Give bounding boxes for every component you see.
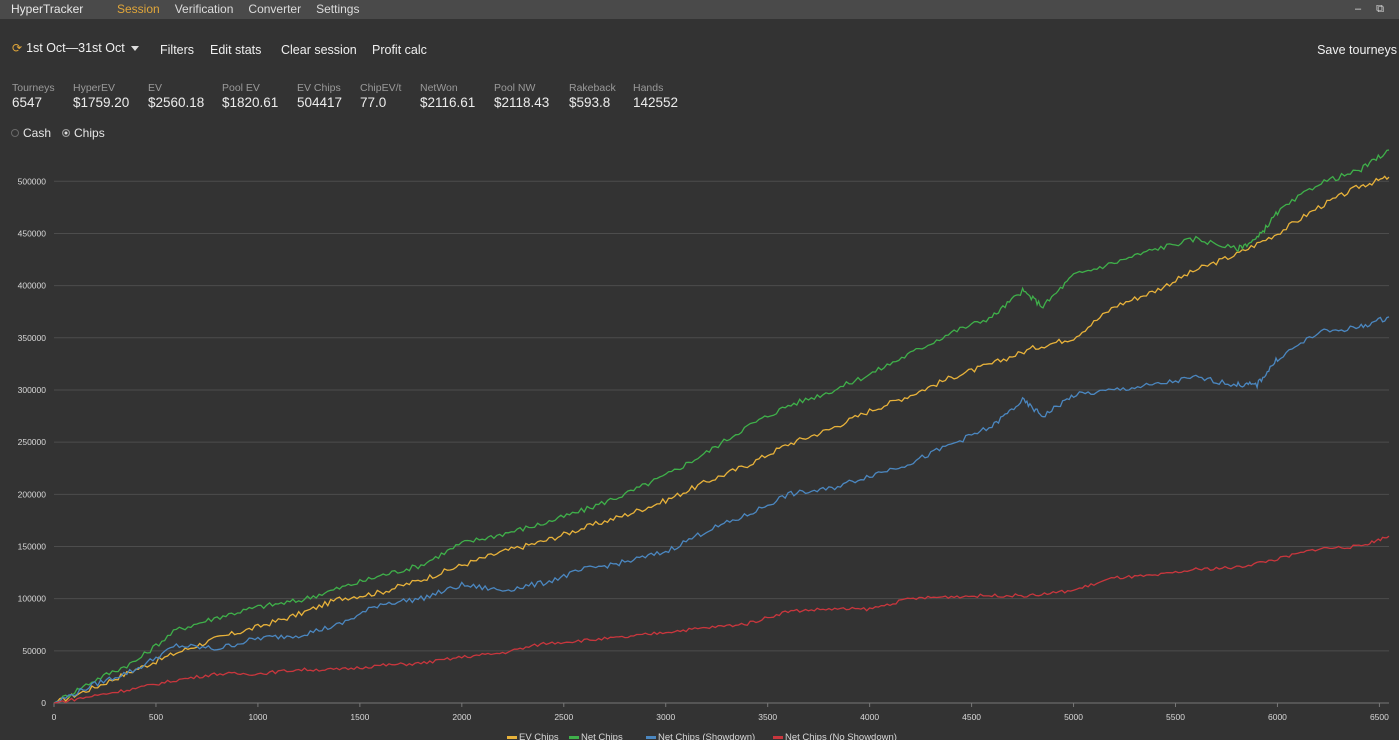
stat-value: $1820.61 [222, 95, 279, 110]
x-tick-label: 3000 [656, 712, 675, 722]
menu-converter[interactable]: Converter [248, 2, 302, 16]
stat-pool-ev: Pool EV $1820.61 [222, 82, 278, 110]
stat-label: HyperEV [73, 82, 116, 94]
legend-label: Net Chips (No Showdown) [785, 732, 897, 740]
y-tick-label: 300000 [18, 385, 47, 395]
x-tick-label: 500 [149, 712, 163, 722]
refresh-icon[interactable]: ⟳ [12, 41, 23, 55]
toolbar: ⟳ 1st Oct—31st Oct Filters Edit stats Cl… [0, 40, 1399, 62]
edit-stats-button[interactable]: Edit stats [210, 43, 262, 57]
legend-swatch [646, 736, 656, 739]
clear-session-button[interactable]: Clear session [281, 43, 357, 57]
x-tick-label: 4500 [962, 712, 981, 722]
main-menu: Session Verification Converter Settings [117, 0, 374, 18]
y-tick-label: 400000 [18, 281, 47, 291]
stat-tourneys: Tourneys 6547 [12, 82, 55, 110]
x-tick-label: 5500 [1166, 712, 1185, 722]
y-tick-label: 150000 [18, 541, 47, 551]
stat-rakeback: Rakeback $593.8 [569, 82, 616, 110]
chevron-down-icon[interactable] [130, 45, 139, 51]
y-tick-label: 0 [41, 698, 46, 708]
x-tick-label: 1500 [350, 712, 369, 722]
stat-label: NetWon [420, 82, 458, 94]
radio-cash[interactable]: Cash [11, 126, 51, 140]
y-tick-label: 500000 [18, 176, 47, 186]
stat-label: EV Chips [297, 82, 341, 94]
stat-ev: EV $2560.18 [148, 82, 204, 110]
profit-calc-button[interactable]: Profit calc [372, 43, 427, 57]
menu-settings[interactable]: Settings [316, 2, 360, 16]
stat-label: ChipEV/t [360, 82, 402, 94]
stat-hyperev: HyperEV $1759.20 [73, 82, 129, 110]
date-range-dropdown[interactable]: ⟳ 1st Oct—31st Oct [12, 41, 139, 55]
filters-button[interactable]: Filters [160, 43, 195, 57]
stat-value: $593.8 [569, 95, 611, 110]
legend-swatch [773, 736, 783, 739]
window-controls: – ⧉ [1347, 0, 1391, 18]
stat-label: Hands [633, 82, 664, 94]
date-range-label: 1st Oct—31st Oct [26, 41, 125, 55]
stat-label: Pool NW [494, 82, 536, 94]
stat-chipev-per-t: ChipEV/t 77.0 [360, 82, 401, 110]
stat-value: 504417 [297, 95, 343, 110]
x-tick-label: 6000 [1268, 712, 1287, 722]
x-tick-label: 6500 [1370, 712, 1389, 722]
stat-label: EV [148, 82, 163, 94]
x-tick-label: 1000 [248, 712, 267, 722]
x-tick-label: 0 [52, 712, 57, 722]
stat-hands: Hands 142552 [633, 82, 678, 110]
y-tick-label: 200000 [18, 489, 47, 499]
radio-button-icon[interactable] [11, 129, 19, 137]
y-tick-label: 350000 [18, 333, 47, 343]
legend-label: EV Chips [519, 732, 559, 740]
x-tick-label: 2500 [554, 712, 573, 722]
legend-swatch [507, 736, 517, 739]
stat-label: Rakeback [569, 82, 616, 94]
x-tick-label: 3500 [758, 712, 777, 722]
legend-swatch [569, 736, 579, 739]
legend-label: Net Chips [581, 732, 623, 740]
radio-label: Cash [23, 126, 52, 140]
app-title: HyperTracker [11, 2, 84, 16]
stat-value: $2560.18 [148, 95, 205, 110]
stat-pool-nw: Pool NW $2118.43 [494, 82, 549, 110]
legend-label: Net Chips (Showdown) [658, 732, 755, 740]
y-tick-label: 50000 [22, 646, 46, 656]
y-tick-label: 250000 [18, 437, 47, 447]
display-mode: Cash Chips [11, 126, 116, 140]
radio-button-icon[interactable] [62, 129, 71, 137]
stat-value: $2116.61 [420, 95, 476, 110]
chips-chart: 0500001000001500002000002500003000003500… [18, 149, 1390, 740]
series-line-net-chips-showdown [53, 316, 1390, 704]
y-tick-label: 450000 [18, 228, 47, 238]
title-bar: HyperTracker Session Verification Conver… [0, 0, 1399, 19]
minimize-icon[interactable]: – [1354, 3, 1362, 15]
stat-label: Tourneys [12, 82, 55, 94]
stat-value: 6547 [12, 95, 43, 110]
menu-verification[interactable]: Verification [174, 2, 234, 16]
menu-session[interactable]: Session [117, 2, 160, 16]
radio-chips[interactable]: Chips [62, 126, 105, 140]
save-tourneys-button[interactable]: Save tourneys [1317, 43, 1397, 57]
stat-ev-chips: EV Chips 504417 [297, 82, 342, 110]
x-tick-label: 5000 [1064, 712, 1083, 722]
series-line-net-chips-no-showdown [53, 535, 1390, 704]
series-line-net-chips [53, 149, 1390, 704]
series-line-ev-chips [53, 175, 1390, 704]
stat-value: 142552 [633, 95, 679, 110]
x-tick-label: 4000 [860, 712, 879, 722]
radio-label: Chips [74, 126, 105, 140]
stat-value: $2118.43 [494, 95, 550, 110]
restore-icon[interactable]: ⧉ [1376, 3, 1384, 15]
y-tick-label: 100000 [18, 594, 47, 604]
x-tick-label: 2000 [452, 712, 471, 722]
stat-netwon: NetWon $2116.61 [420, 82, 475, 110]
stat-label: Pool EV [222, 82, 260, 94]
stat-value: $1759.20 [73, 95, 130, 110]
stat-value: 77.0 [360, 95, 387, 110]
